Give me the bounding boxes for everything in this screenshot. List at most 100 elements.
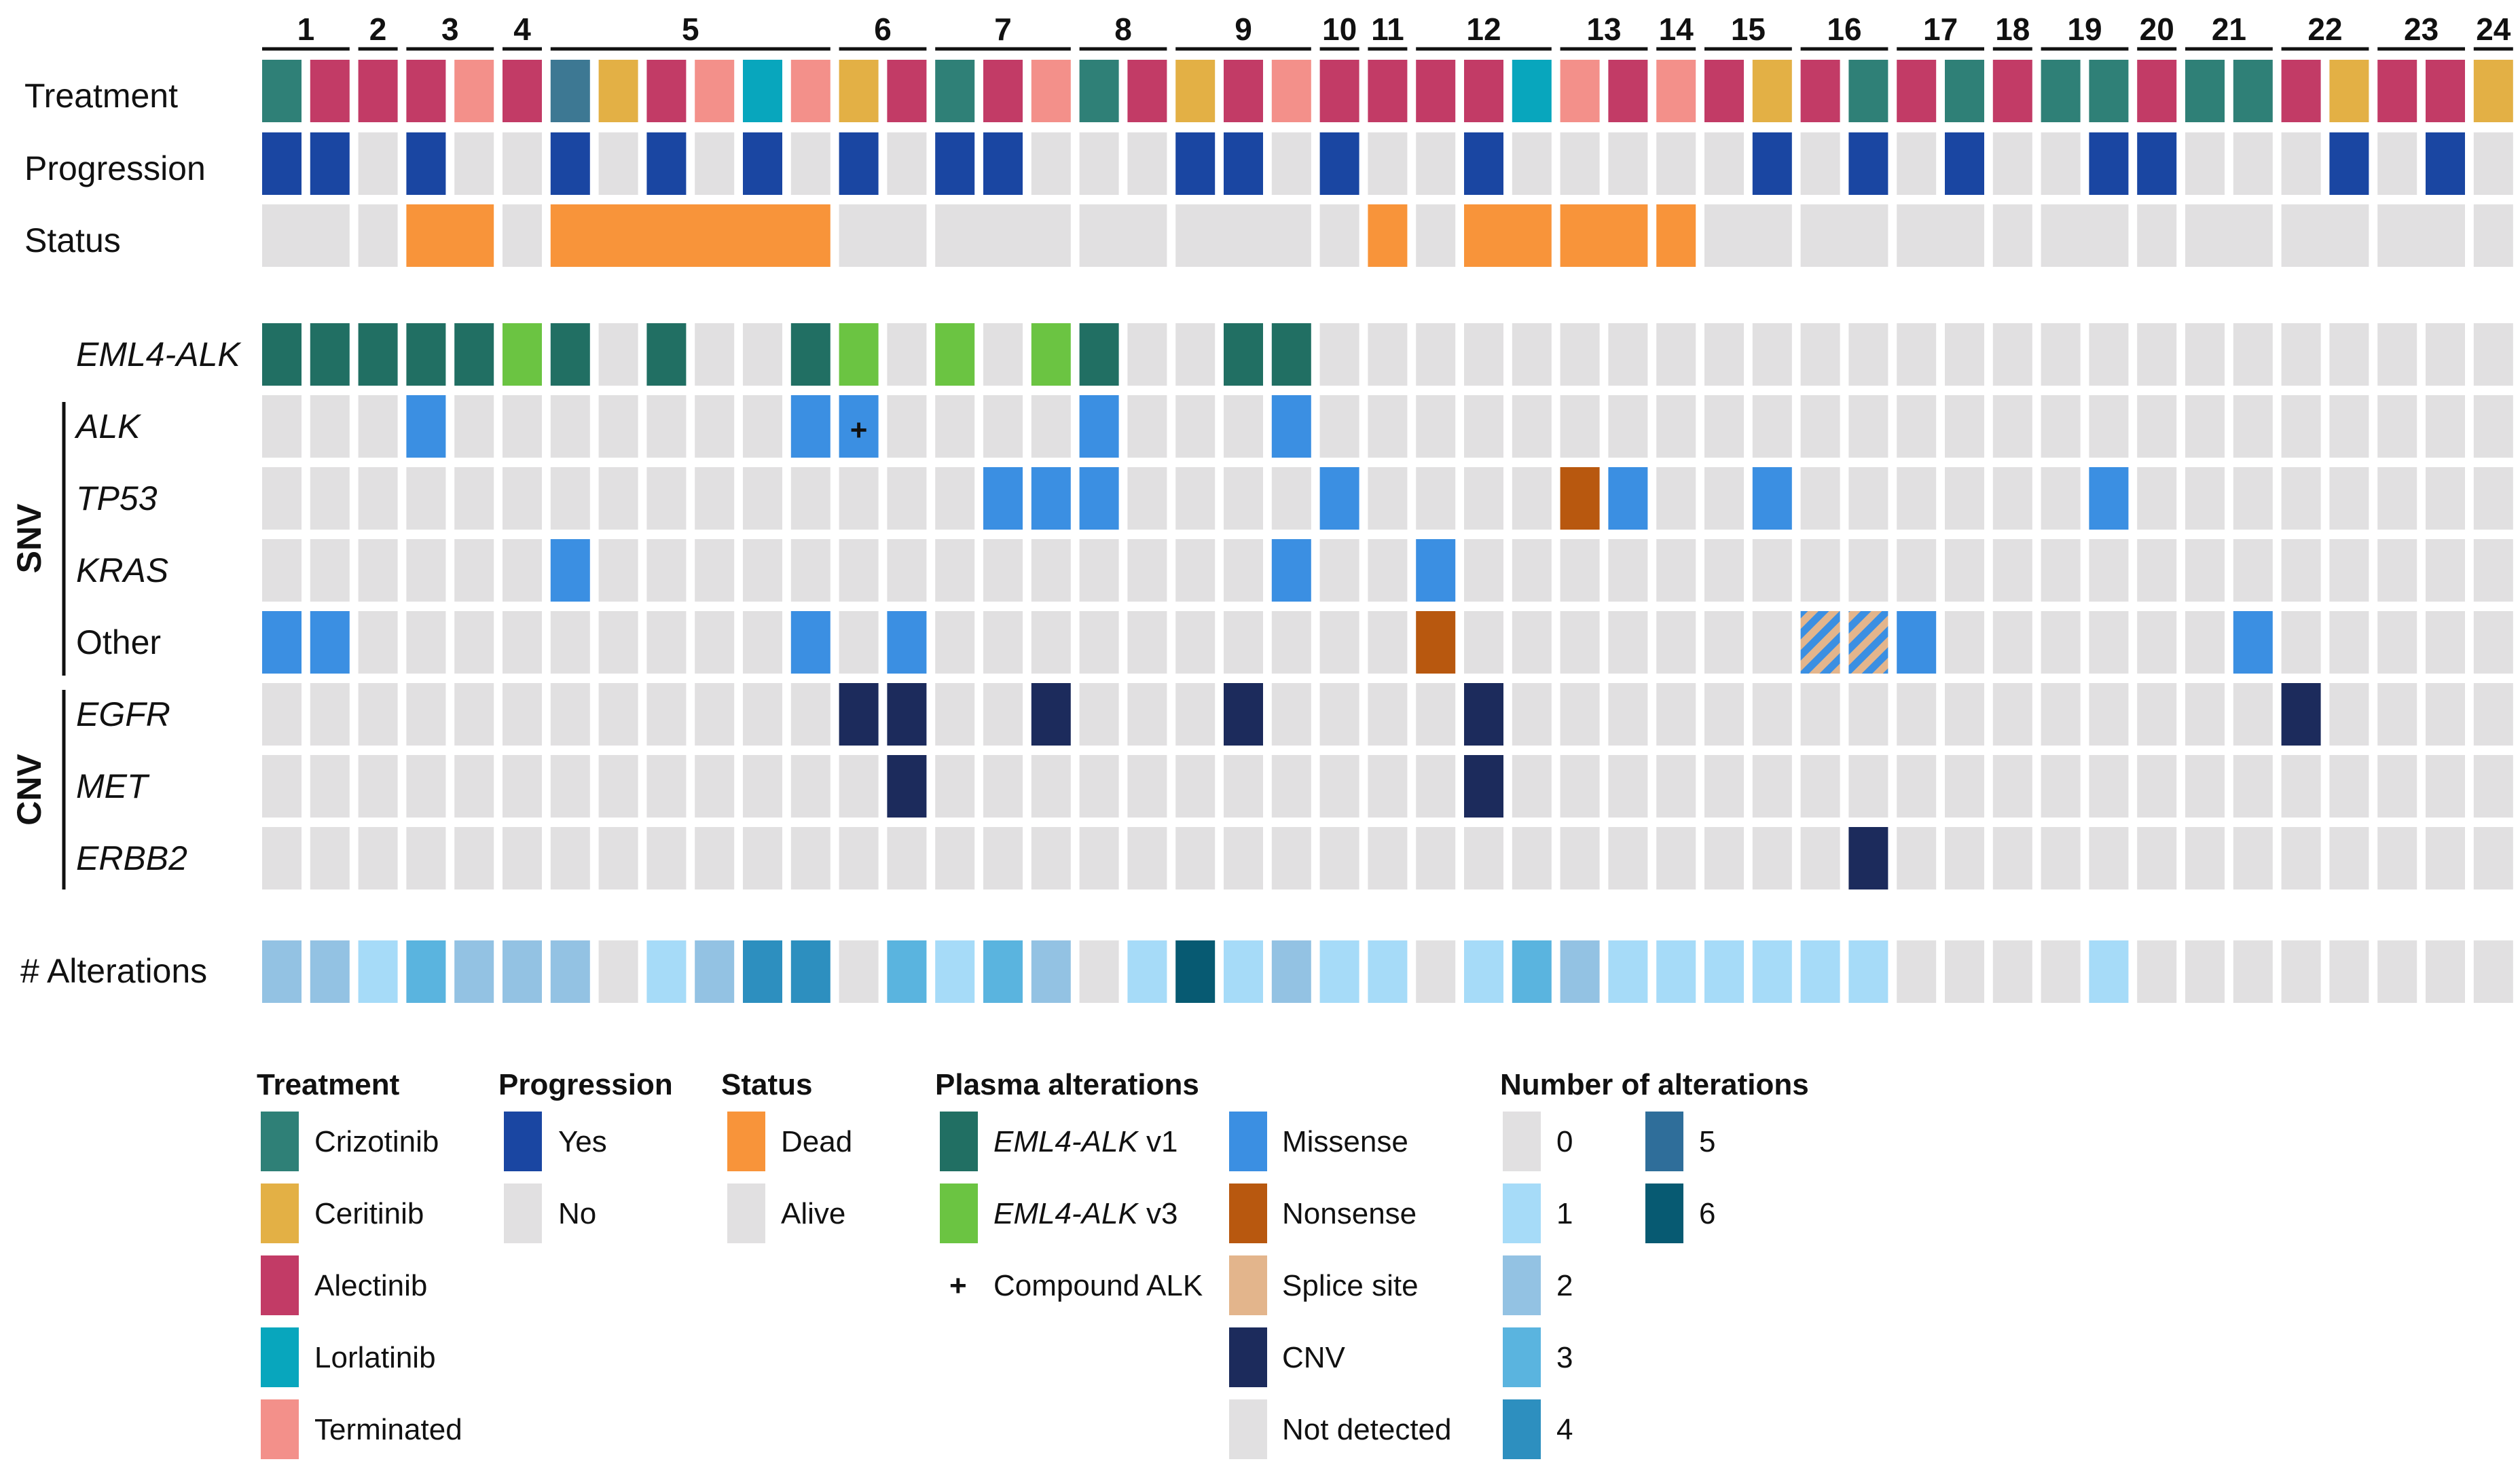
status-cell [1464,204,1552,267]
progression-cell [1992,132,2032,195]
snv-tp53-cell [2426,467,2465,530]
cnv-egfr-cell [1848,683,1888,746]
progression-cell [887,132,927,195]
snv-tp53-cell [358,467,398,530]
alteration-count-cell [1752,940,1792,1003]
snv-tp53-cell [2137,467,2177,530]
cnv-erbb2-cell [406,827,446,889]
snv-other-cell [1992,611,2032,674]
snv-kras-cell [550,539,590,602]
alteration-count-cell [1992,940,2032,1003]
treatment-cell [1992,60,2032,122]
cnv-met-cell [262,755,302,818]
snv-other-cell [1800,611,1840,674]
snv-tp53-cell [550,467,590,530]
snv-alk-cell [2426,395,2465,458]
snv-other-cell [1945,611,1984,674]
legend-swatch-ceritinib [261,1183,299,1243]
cnv-met-cell [695,755,735,818]
cnv-met-cell [1512,755,1552,818]
eml4-alk-cell [2377,323,2417,386]
cnv-met-cell [1271,755,1311,818]
snv-group-label: SNV [10,503,48,573]
legend-swatch-progression-yes [504,1112,542,1171]
eml4-alk-cell [1800,323,1840,386]
treatment-cell [1127,60,1167,122]
snv-kras-cell [887,539,927,602]
alteration-count-cell [839,940,879,1003]
legend-label-ceritinib: Ceritinib [314,1197,424,1230]
snv-alk-cell [743,395,782,458]
snv-kras-cell [1752,539,1792,602]
cnv-met-cell [454,755,494,818]
eml4-alk-cell [2185,323,2225,386]
patient-number: 18 [1995,12,2030,47]
snv-other-cell [2377,611,2417,674]
cnv-met-cell [839,755,879,818]
snv-other-cell [1224,611,1263,674]
snv-tp53-cell [1512,467,1552,530]
patient-number: 23 [2404,12,2439,47]
snv-other-cell [1079,611,1119,674]
alteration-count-cell [1175,940,1216,1003]
legend-swatch-terminated [261,1399,299,1459]
alteration-count-cell [358,940,398,1003]
snv-other-cell [1368,611,1408,674]
row-label-snv-tp53: TP53 [76,479,158,517]
treatment-cell [1560,60,1600,122]
cnv-egfr-cell [1560,683,1600,746]
progression-cell [1608,132,1648,195]
progression-cell [358,132,398,195]
snv-kras-cell [1897,539,1937,602]
snv-alk-cell [2089,395,2129,458]
alteration-count-cell [695,940,735,1003]
alteration-count-cell [598,940,638,1003]
progression-cell [262,132,302,195]
progression-cell [1656,132,1696,195]
treatment-cell [1704,60,1744,122]
snv-tp53-cell [1368,467,1408,530]
alteration-count-cell [887,940,927,1003]
cnv-erbb2-cell [2281,827,2321,889]
snv-kras-cell [2377,539,2417,602]
treatment-cell [358,60,398,122]
snv-tp53-cell [310,467,350,530]
snv-kras-cell [646,539,687,602]
eml4-alk-cell [1368,323,1408,386]
alteration-count-cell [2089,940,2129,1003]
alteration-count-cell [2281,940,2321,1003]
snv-tp53-cell [743,467,782,530]
snv-kras-cell [2329,539,2369,602]
cnv-egfr-cell [1416,683,1456,746]
snv-other-cell [550,611,590,674]
snv-kras-cell [1271,539,1311,602]
snv-tp53-cell [2089,467,2129,530]
cnv-met-cell [310,755,350,818]
cnv-met-cell [2185,755,2225,818]
progression-cell [1127,132,1167,195]
snv-other-cell [646,611,687,674]
treatment-cell [262,60,302,122]
alteration-count-cell [1464,940,1503,1003]
cnv-erbb2-cell [1800,827,1840,889]
cnv-egfr-cell [2281,683,2321,746]
legend-label-lorlatinib: Lorlatinib [314,1341,436,1374]
progression-cell [2329,132,2369,195]
snv-alk-cell [2137,395,2177,458]
progression-cell [2473,132,2513,195]
snv-kras-cell [310,539,350,602]
cnv-egfr-cell [1079,683,1119,746]
progression-cell [1704,132,1744,195]
status-cell [1800,204,1888,267]
cnv-met-cell [1560,755,1600,818]
snv-tp53-cell [406,467,446,530]
progression-cell [1031,132,1071,195]
cnv-egfr-cell [2426,683,2465,746]
treatment-cell [839,60,879,122]
eml4-alk-cell [2473,323,2513,386]
snv-tp53-cell [1319,467,1359,530]
progression-cell [1271,132,1311,195]
cnv-erbb2-cell [2089,827,2129,889]
snv-alk-cell [2185,395,2225,458]
cnv-erbb2-cell [1368,827,1408,889]
